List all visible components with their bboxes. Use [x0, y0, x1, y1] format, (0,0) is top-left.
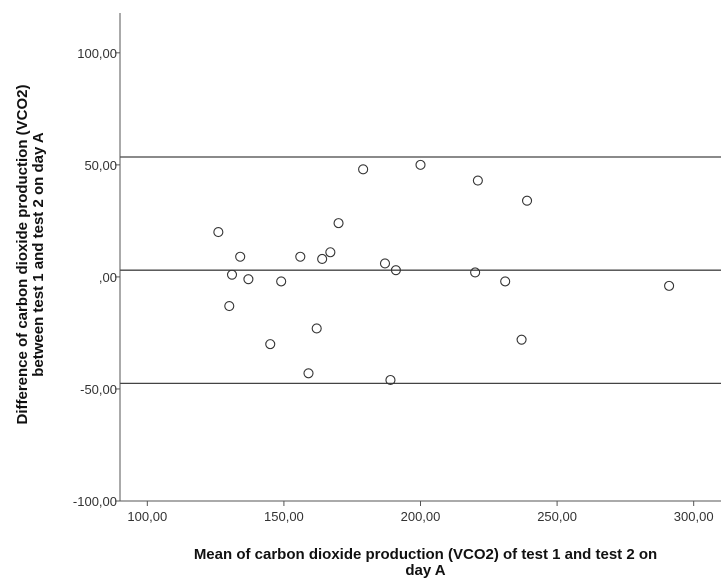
data-point-13: [358, 164, 369, 175]
y-axis-title-line-1: Difference of carbon dioxide production …: [14, 84, 31, 424]
reference-lines: [120, 156, 721, 385]
y-axis-title-line-2: between test 1 and test 2 on day A: [30, 132, 47, 377]
data-point-9: [311, 323, 322, 334]
data-point-15: [385, 374, 396, 386]
data-point-14: [379, 258, 391, 269]
data-point-0: [213, 227, 224, 238]
x-axis-title-line-2: day A: [405, 562, 445, 579]
x-tick-label-2: 200,00: [401, 509, 441, 524]
data-point-22: [521, 195, 533, 206]
data-point-18: [470, 267, 481, 278]
data-point-23: [664, 280, 675, 291]
x-ticks: 100,00 150,00 200,00 250,00 300,00: [127, 501, 714, 524]
data-point-19: [472, 175, 483, 186]
y-ticks: 100,00 50,00 ,00 -50,00 -100,00: [73, 46, 120, 509]
data-point-4: [243, 274, 254, 285]
y-tick-label-4: -100,00: [73, 494, 117, 509]
y-tick-label-0: 100,00: [77, 46, 117, 61]
x-tick-label-1: 150,00: [264, 509, 304, 524]
x-tick-label-0: 100,00: [127, 509, 167, 524]
data-point-11: [325, 247, 336, 258]
data-point-3: [235, 251, 246, 262]
y-tick-label-3: -50,00: [80, 382, 117, 397]
data-points: [213, 159, 675, 386]
data-point-2: [226, 269, 238, 280]
data-point-8: [303, 368, 314, 379]
axes: [119, 13, 721, 502]
data-point-6: [276, 276, 287, 287]
data-point-5: [265, 339, 276, 350]
data-point-16: [390, 265, 401, 276]
data-point-21: [516, 334, 527, 345]
x-tick-label-3: 250,00: [537, 509, 577, 524]
data-point-17: [415, 159, 426, 170]
data-point-20: [500, 276, 511, 287]
x-axis-title-line-1: Mean of carbon dioxide production (VCO2)…: [194, 546, 657, 563]
x-tick-label-4: 300,00: [674, 509, 714, 524]
data-point-10: [317, 253, 328, 265]
data-point-12: [333, 218, 344, 229]
data-point-1: [224, 300, 235, 312]
y-tick-label-2: ,00: [99, 270, 117, 285]
data-point-7: [295, 251, 306, 262]
y-tick-label-1: 50,00: [84, 158, 117, 173]
